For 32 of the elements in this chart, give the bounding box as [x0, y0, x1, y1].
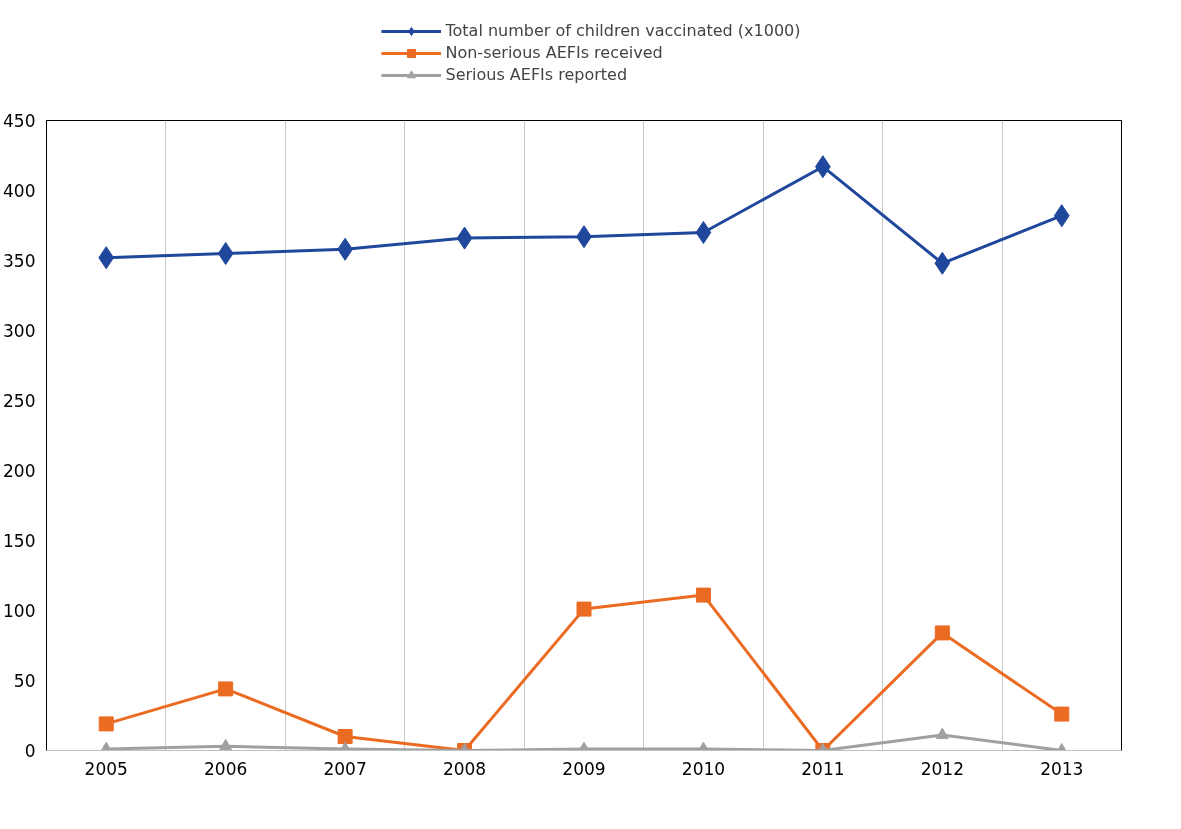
y-tick-label: 150	[3, 531, 36, 551]
point	[935, 727, 949, 740]
y-tick-label: 200	[3, 461, 36, 481]
legend-label: Total number of children vaccinated (x1000)	[445, 21, 801, 40]
y-tick-label: 350	[3, 251, 36, 271]
point	[456, 226, 473, 250]
y-tick-label: 250	[3, 391, 36, 411]
point	[98, 246, 115, 270]
x-tick-label: 2008	[442, 758, 487, 779]
y-tick-label: 0	[24, 741, 36, 761]
x-tick-label: 2009	[562, 758, 606, 779]
y-tick-label: 400	[3, 181, 36, 201]
point	[576, 601, 592, 617]
x-tick-label: 2012	[920, 758, 964, 779]
y-tick-label: 450	[3, 111, 36, 131]
point	[219, 738, 233, 751]
y-tick-label: 100	[3, 601, 36, 621]
y-tick-label: 50	[13, 671, 36, 691]
x-tick-label: 2007	[323, 758, 367, 779]
x-tick-label: 2011	[801, 758, 845, 779]
legend-label: Non-serious AEFIs received	[445, 43, 663, 62]
x-tick-label: 2006	[204, 758, 248, 779]
point	[217, 242, 234, 265]
legend-label: Serious AEFIs reported	[445, 65, 628, 84]
point	[934, 251, 951, 275]
point	[695, 221, 712, 244]
x-tick-label: 2010	[681, 758, 726, 779]
y-tick-label: 300	[3, 321, 36, 341]
point	[695, 587, 711, 603]
x-tick-label: 2005	[84, 758, 128, 779]
x-tick-label: 2013	[1040, 758, 1084, 779]
point	[1053, 204, 1070, 228]
